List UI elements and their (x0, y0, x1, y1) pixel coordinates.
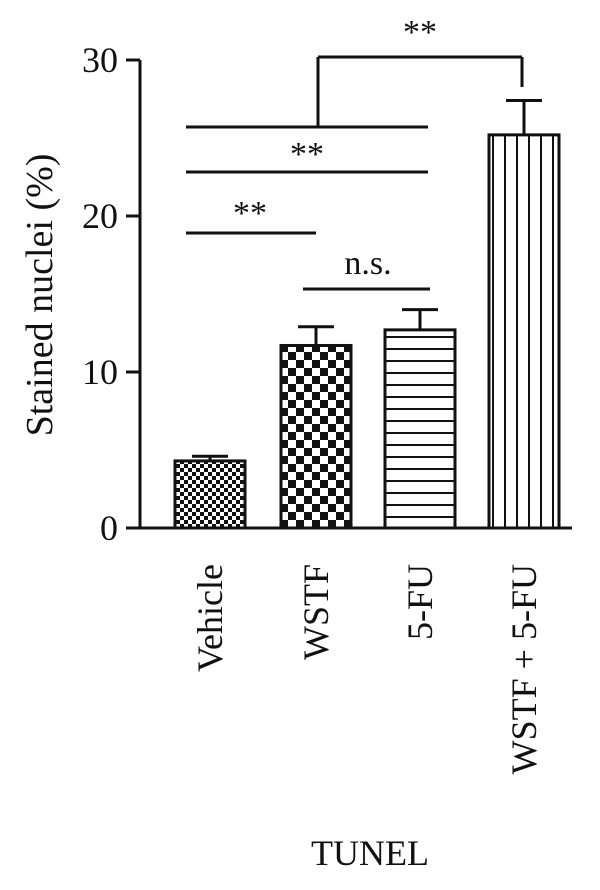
category-label: 5-FU (400, 564, 440, 640)
bar (383, 328, 457, 530)
y-axis-title: Stained nuclei (%) (19, 154, 61, 437)
category-label: Vehicle (190, 564, 230, 672)
y-tick-label: 20 (82, 196, 118, 236)
category-label: WSTF + 5-FU (504, 564, 544, 774)
significance-annotations: ** ** n.s. ** (186, 14, 524, 291)
sig-label-wstf-5fu: n.s. (344, 245, 391, 282)
y-tick-label: 0 (100, 508, 118, 548)
y-tick-label: 10 (82, 352, 118, 392)
x-axis-title: TUNEL (311, 833, 429, 873)
category-label: WSTF (296, 564, 336, 660)
y-tick-label: 30 (82, 40, 118, 80)
bar (487, 133, 561, 530)
sig-label-combined: ** (403, 14, 437, 51)
bars-group (173, 99, 561, 530)
bar (279, 343, 353, 530)
sig-label-vehicle-5fu: ** (290, 136, 324, 173)
bar (173, 459, 247, 530)
sig-label-vehicle-wstf: ** (233, 195, 267, 232)
category-labels: Vehicle WSTF 5-FU WSTF + 5-FU (190, 564, 544, 774)
